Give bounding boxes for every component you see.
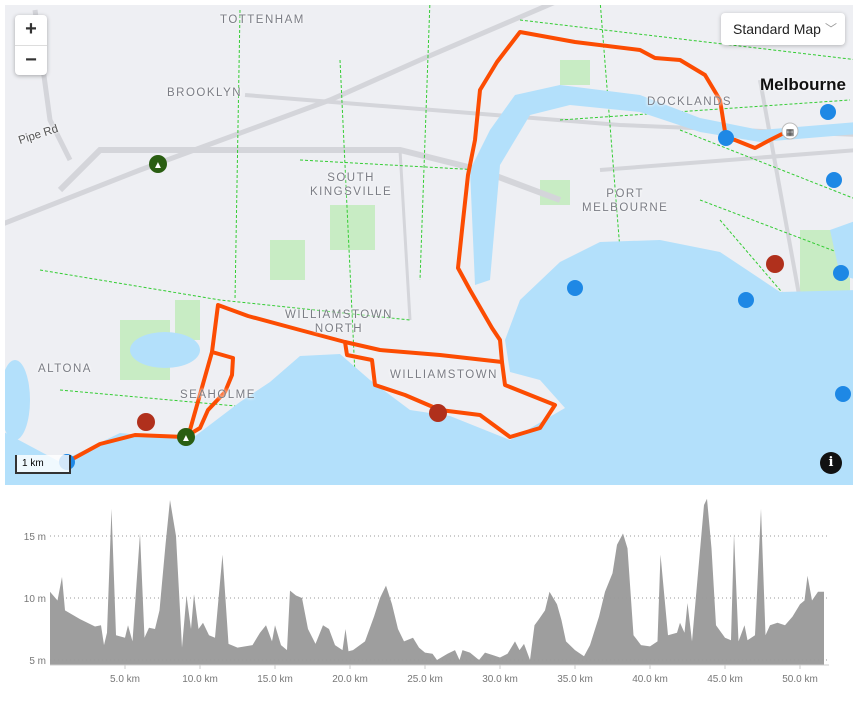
zoom-in-button[interactable]: +	[25, 18, 37, 40]
svg-text:▲: ▲	[153, 160, 163, 171]
place-label: ALTONA	[38, 363, 92, 375]
zoom-controls: + −	[15, 15, 47, 75]
place-label: WILLIAMSTOWN NORTH	[285, 309, 393, 335]
route-map[interactable]: ▲ ▲ ▦ TOTTENHAM BROOKLYN SOUTH KINGSVILLE…	[5, 5, 853, 485]
x-tick-label: 40.0 km	[632, 674, 668, 685]
place-label: TOTTENHAM	[220, 14, 305, 26]
x-tick-label: 30.0 km	[482, 674, 518, 685]
map-canvas: ▲▲ ▦	[5, 5, 853, 485]
svg-text:▦: ▦	[786, 127, 795, 137]
elevation-area	[50, 498, 824, 665]
cafe-icon[interactable]	[137, 255, 784, 431]
place-label: DOCKLANDS	[647, 96, 733, 108]
x-tick-label: 35.0 km	[557, 674, 593, 685]
y-tick-label: 10 m	[24, 594, 46, 605]
y-tick-label: 15 m	[24, 532, 46, 543]
elevation-chart[interactable]: 5 m 10 m 15 m 5.0 km 10.0 km 15.0 km 20.0 km 25…	[0, 490, 858, 700]
place-label: SOUTH KINGSVILLE	[310, 172, 393, 198]
start-finish-icon[interactable]: ▦	[781, 122, 799, 140]
x-tick-label: 45.0 km	[707, 674, 743, 685]
x-tick-label: 50.0 km	[782, 674, 818, 685]
place-label: SEAHOLME	[180, 389, 256, 401]
place-label: PORT MELBOURNE	[582, 188, 669, 214]
map-style-dropdown[interactable]: Standard Map ﹀	[721, 13, 845, 45]
y-tick-label: 5 m	[29, 656, 46, 667]
x-tick-label: 10.0 km	[182, 674, 218, 685]
zoom-out-button[interactable]: −	[15, 45, 47, 75]
city-label: Melbourne	[760, 75, 846, 94]
x-tick-label: 5.0 km	[110, 674, 140, 685]
info-button[interactable]: i	[820, 452, 842, 474]
scale-bar: 1 km	[15, 455, 71, 474]
place-label: BROOKLYN	[167, 87, 243, 99]
tree-icon[interactable]: ▲▲	[149, 155, 195, 446]
place-label: WILLIAMSTOWN	[390, 369, 498, 381]
svg-text:▲: ▲	[181, 433, 191, 444]
map-style-value: Standard Map	[733, 21, 821, 37]
chevron-down-icon: ﹀	[824, 22, 837, 36]
x-tick-label: 20.0 km	[332, 674, 368, 685]
x-tick-label: 15.0 km	[257, 674, 293, 685]
x-tick-label: 25.0 km	[407, 674, 443, 685]
water	[5, 85, 853, 485]
route-line	[65, 30, 792, 464]
